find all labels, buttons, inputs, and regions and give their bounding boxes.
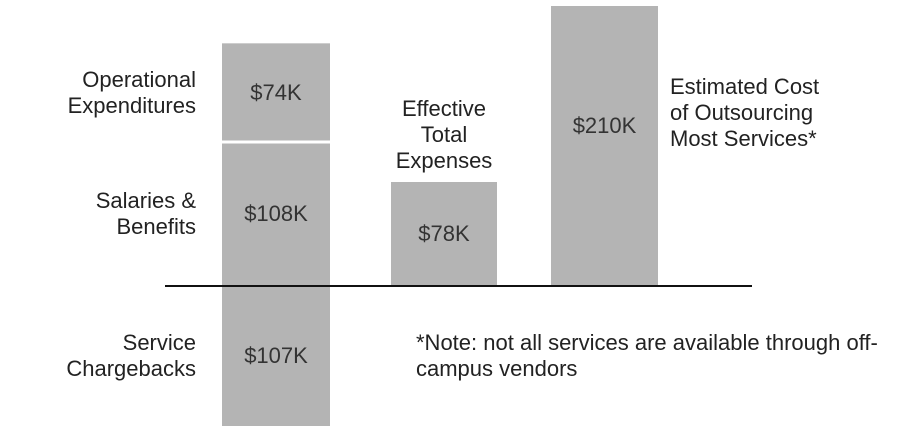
bar-segment <box>222 43 330 143</box>
bar-segment <box>222 286 330 426</box>
annotation: *Note: not all services are available th… <box>416 330 878 381</box>
bar-segment <box>222 142 330 286</box>
bar-segment <box>551 6 658 286</box>
data-label: $78K <box>418 221 470 246</box>
data-label: $210K <box>572 113 637 138</box>
series-label: Service Chargebacks <box>66 330 196 381</box>
series-label: Operational Expenditures <box>67 66 196 118</box>
series-label: Estimated Cost of Outsourcing Most Servi… <box>670 74 820 151</box>
data-label: $107K <box>244 343 308 368</box>
series-label: Effective Total Expenses <box>395 96 493 173</box>
data-label: $74K <box>250 79 302 105</box>
bar-segment <box>391 182 497 286</box>
series-label: Salaries & Benefits <box>95 188 196 239</box>
data-label: $108K <box>244 201 308 226</box>
